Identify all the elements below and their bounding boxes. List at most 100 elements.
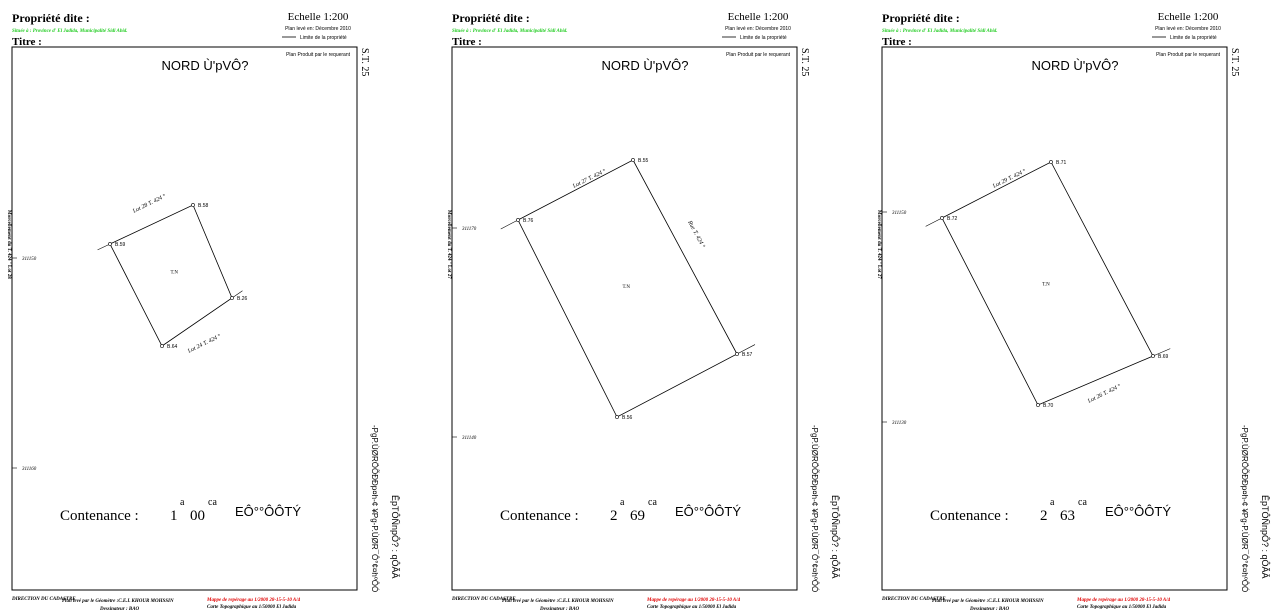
area-ca: 63 (1060, 508, 1075, 524)
vertex-label: B.59 (115, 242, 126, 248)
area-words: EÔ°°ÔÔTÝ (675, 504, 741, 519)
north: NORD Ù'pVÔ? (161, 58, 248, 73)
location: Située à : Province d' El Jadida, Munici… (452, 29, 568, 34)
area-a: 1 (170, 508, 178, 524)
center-label: T.N (1042, 282, 1050, 287)
footer-direction: DIRECTION DU CADASTRE (451, 597, 516, 602)
footer-map: Mappe de repérage au 1/2000 28-15-5-10 A… (646, 598, 741, 603)
vertex-label: B.76 (523, 218, 534, 224)
sheet-ref: S.T. 25 (359, 48, 370, 76)
survey-date: Plan levé en: Décembre 2010 (725, 26, 791, 32)
plan-sheet: Propriété dite : Située à : Province d' E… (6, 11, 400, 612)
survey-date: Plan levé en: Décembre 2010 (1155, 26, 1221, 32)
produced-by: Plan Produit par le requerant (726, 52, 791, 58)
center-label: T.N (170, 270, 178, 275)
footer-drawer: Dessinateur : BAO (99, 607, 140, 612)
footer-drawer: Dessinateur : BAO (969, 607, 1010, 612)
footer-topo: Carte Topographique au 1/50000 El Jadida (1077, 605, 1167, 610)
vertex-label: B.71 (1056, 160, 1067, 166)
survey-date: Plan levé en: Décembre 2010 (285, 26, 351, 32)
vertex (230, 296, 234, 300)
footer-direction: DIRECTION DU CADASTRE (11, 597, 76, 602)
vertex (108, 242, 112, 246)
area-ca-unit: ca (648, 497, 657, 508)
title-label: Titre : (452, 36, 482, 48)
frame (451, 46, 798, 591)
vertex (1151, 354, 1155, 358)
side-note: Morcellement du T. 424 ° Lot 28 (6, 210, 11, 279)
area-ca: 00 (190, 508, 205, 524)
coord-label: 311150 (892, 211, 907, 216)
footer-direction: DIRECTION DU CADASTRE (881, 597, 946, 602)
location: Située à : Province d' El Jadida, Munici… (12, 29, 128, 34)
vertex-label: B.64 (167, 344, 178, 350)
boundary-extension (500, 219, 519, 230)
boundary-extension (1152, 348, 1171, 357)
sheet-ref: S.T. 25 (799, 48, 810, 76)
vertex (1036, 403, 1040, 407)
property-label: Propriété dite : (452, 11, 530, 25)
vertex-label: B.55 (638, 158, 649, 164)
vertex (615, 415, 619, 419)
area-a-unit: a (180, 497, 185, 508)
produced-by: Plan Produit par le requerant (286, 52, 351, 58)
vertex-label: B.69 (1158, 354, 1169, 360)
footer-map: Mappe de repérage au 1/2000 28-15-5-10 A… (206, 598, 301, 603)
boundary-extension (231, 290, 243, 299)
vertex (940, 216, 944, 220)
title-label: Titre : (882, 36, 912, 48)
scale: Echelle 1:200 (288, 11, 349, 23)
frame (11, 46, 358, 591)
vertex (160, 344, 164, 348)
vertex-label: B.58 (198, 203, 209, 209)
property-label: Propriété dite : (12, 11, 90, 25)
vertex-label: B.70 (1043, 403, 1054, 409)
right-code: ÊpTÔÑnpÔ? : qÔÃÂ (390, 495, 400, 579)
vertex (1049, 160, 1053, 164)
right-note: -PgP.ÙØRÖÕÐÐp¤h-¢ ¥Pg-P.ÙØR¯Ô°¢¤hºÔÓ (810, 425, 819, 592)
lot-label: Rue T. 424 ° (686, 219, 707, 250)
area-a-unit: a (1050, 497, 1055, 508)
footer-topo: Carte Topographique au 1/50000 El Jadida (647, 605, 737, 610)
area-ca-unit: ca (208, 497, 217, 508)
right-note: -PgP.ÙØRÖÕÐÐp¤h-¢ ¥Pg-P.ÙØR¯Ô°¢¤hºÔÓ (1240, 425, 1249, 592)
area-label: Contenance : (60, 508, 139, 524)
area-ca-unit: ca (1078, 497, 1087, 508)
north: NORD Ù'pVÔ? (1031, 58, 1118, 73)
vertex-label: B.57 (742, 352, 753, 358)
legend-text: Limite de la propriété (740, 35, 787, 41)
right-code: ÊpTÔÑnpÔ? : qÔÃÂ (1260, 495, 1270, 579)
area-ca: 69 (630, 508, 645, 524)
boundary-extension (925, 217, 943, 227)
side-note: Morcellement du T. 424 ° Lot 27 (876, 210, 881, 279)
vertex (191, 203, 195, 207)
vertex (735, 352, 739, 356)
frame (881, 46, 1228, 591)
scale: Echelle 1:200 (1158, 11, 1219, 23)
vertex-label: B.72 (947, 216, 958, 222)
property-label: Propriété dite : (882, 11, 960, 25)
lot-label: Lot 27 T. 424 ° (571, 167, 608, 190)
footer-surveyor: Plan levé par le Géomètre :C.E.L KHOUR M… (932, 599, 1044, 604)
footer-surveyor: Plan levé par le Géomètre :C.E.L KHOUR M… (502, 599, 614, 604)
footer-topo: Carte Topographique au 1/50000 El Jadida (207, 605, 297, 610)
lot-label: Lot 29 T. 424 ° (991, 167, 1028, 190)
area-a: 2 (1040, 508, 1048, 524)
legend-text: Limite de la propriété (300, 35, 347, 41)
center-label: T.N (622, 285, 630, 290)
parcel (109, 204, 233, 347)
vertex-label: B.26 (237, 296, 248, 302)
produced-by: Plan Produit par le requerant (1156, 52, 1221, 58)
area-a: 2 (610, 508, 618, 524)
title-label: Titre : (12, 36, 42, 48)
location: Située à : Province d' El Jadida, Munici… (882, 29, 998, 34)
footer-surveyor: Plan levé par le Géomètre :C.E.L KHOUR M… (62, 599, 174, 604)
scale: Echelle 1:200 (728, 11, 789, 23)
boundary-extension (97, 243, 111, 251)
coord-label: 311170 (462, 227, 477, 232)
plan-sheet: Propriété dite : Située à : Province d' E… (876, 11, 1270, 612)
area-label: Contenance : (500, 508, 579, 524)
vertex (516, 218, 520, 222)
legend-text: Limite de la propriété (1170, 35, 1217, 41)
